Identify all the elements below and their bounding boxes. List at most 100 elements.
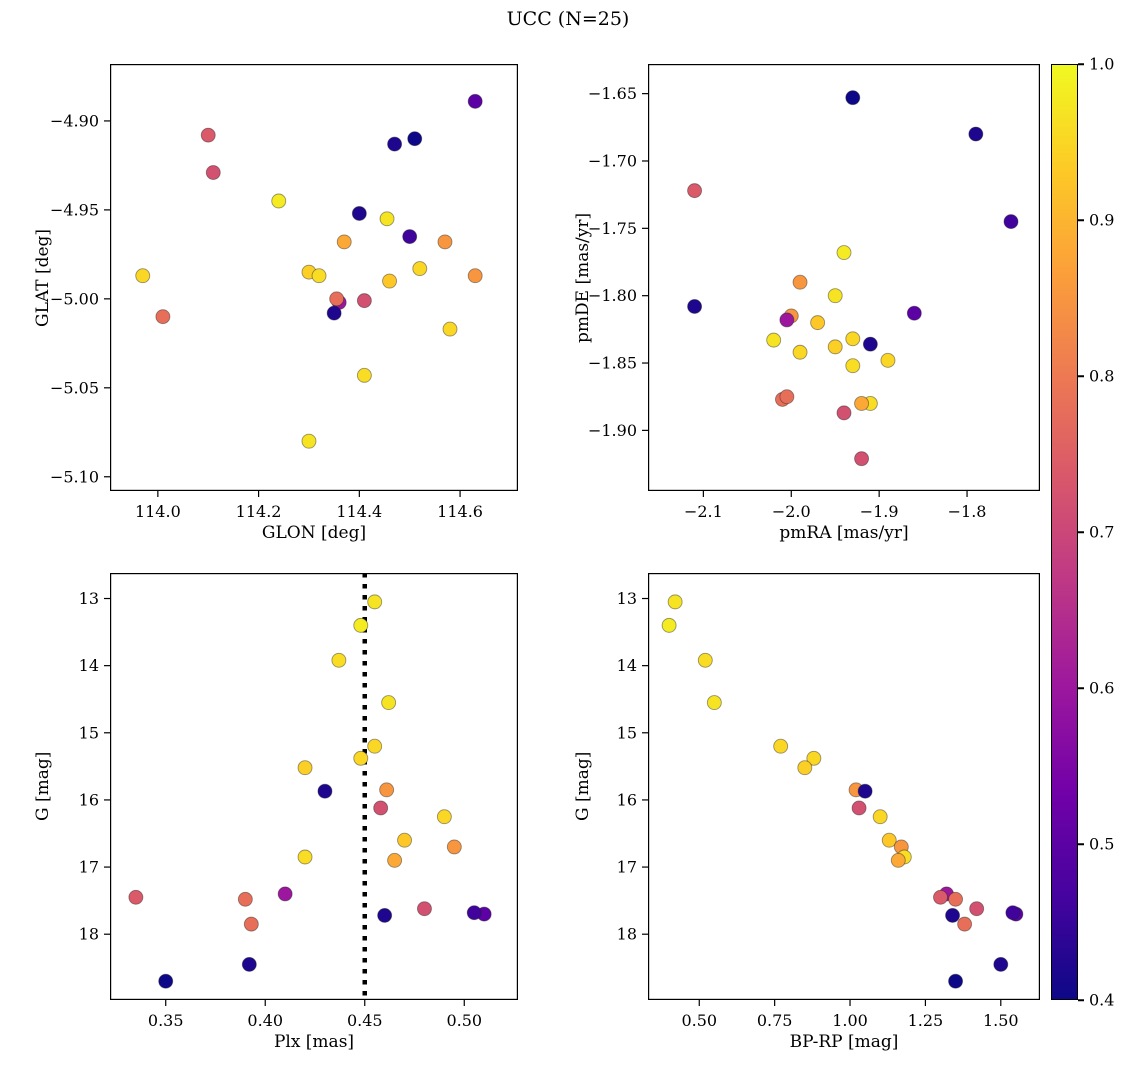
star-point — [402, 229, 418, 245]
star-point — [387, 136, 403, 152]
star-point — [381, 695, 397, 711]
star-point — [792, 274, 808, 290]
star-point — [466, 905, 482, 921]
y-tick-label: 17 — [617, 858, 637, 877]
star-point — [845, 358, 861, 374]
star-point — [331, 652, 347, 668]
y-tick-label: −1.70 — [588, 151, 637, 170]
glon-glat-plot: 114.0 114.2 114.4 114.6 −4.90 −4.95 −5.00 −5.05… — [50, 64, 518, 521]
star-point — [766, 332, 782, 348]
star-point — [968, 126, 984, 142]
figure-title: UCC (N=25) — [506, 8, 630, 30]
axes-frame — [648, 64, 1040, 491]
x-tick-label: 0.45 — [347, 1011, 383, 1030]
colorbar-tick-label: 0.9 — [1089, 210, 1115, 230]
glon-axis-label: GLON [deg] — [261, 523, 367, 543]
star-point — [1003, 214, 1019, 230]
star-point — [417, 901, 432, 917]
star-point — [243, 916, 259, 932]
y-tick-label: 13 — [79, 589, 99, 608]
x-tick-label: 114.4 — [336, 502, 382, 521]
star-point — [687, 183, 703, 199]
y-tick-label: −1.90 — [588, 421, 637, 440]
colorbar: 0.4 0.5 0.6 0.7 0.8 0.9 1.0 — [1051, 55, 1114, 1010]
y-tick-label: −1.75 — [588, 219, 637, 238]
star-point — [851, 800, 867, 816]
pmra-pmde-panel: −2.1 −2.0 −1.9 −1.8 −1.65 −1.70 −1.75 −1.80 −1.8… — [588, 64, 1040, 521]
star-point — [205, 165, 221, 180]
colorbar-tick-label: 0.4 — [1089, 990, 1115, 1010]
star-point — [317, 783, 333, 799]
colorbar-ticks: 0.4 0.5 0.6 0.7 0.8 0.9 1.0 — [1051, 55, 1114, 1010]
colorbar-tick — [1078, 219, 1084, 221]
star-point — [827, 339, 843, 355]
axes-frame — [110, 64, 518, 491]
star-point — [845, 331, 861, 347]
star-point — [810, 315, 826, 331]
x-tick-label: 0.50 — [446, 1011, 482, 1030]
star-point — [890, 852, 906, 868]
star-point — [135, 268, 151, 284]
star-point — [128, 889, 144, 905]
y-tick-label: 15 — [617, 723, 637, 742]
y-tick-label: −1.65 — [588, 84, 637, 103]
star-point — [367, 594, 383, 610]
star-point — [697, 652, 713, 668]
star-point — [200, 127, 216, 143]
star-point — [412, 261, 428, 277]
pmde-axis-label: pmDE [mas/yr] — [573, 212, 593, 343]
star-point — [1005, 905, 1021, 921]
y-tick-label: −5.05 — [50, 378, 99, 397]
star-point — [948, 973, 964, 989]
star-point — [356, 367, 372, 383]
star-point — [377, 907, 393, 923]
star-point — [387, 852, 403, 868]
star-point — [271, 193, 287, 209]
x-tick-label: −1.9 — [860, 502, 899, 521]
star-point — [356, 293, 372, 309]
star-point — [446, 839, 462, 855]
star-point — [297, 849, 313, 865]
star-point — [945, 907, 961, 923]
star-point — [241, 956, 257, 972]
axes-frame — [110, 573, 518, 1000]
star-point — [862, 336, 878, 352]
y-tick-label: −4.95 — [50, 200, 99, 219]
x-tick-label: 0.40 — [247, 1011, 283, 1030]
y-tick-label: −5.10 — [50, 467, 99, 486]
y-tick-label: 13 — [617, 589, 637, 608]
star-point — [854, 395, 870, 411]
star-point — [969, 901, 985, 917]
x-tick-label: 0.35 — [148, 1011, 184, 1030]
x-tick-label: 0.50 — [681, 1011, 717, 1030]
star-point — [857, 783, 873, 799]
star-point — [442, 321, 458, 337]
x-tick-label: −2.1 — [684, 502, 723, 521]
star-point — [706, 695, 722, 711]
star-point — [836, 245, 852, 261]
x-tick-label: −1.8 — [948, 502, 987, 521]
x-tick-label: −2.0 — [772, 502, 811, 521]
glon-glat-panel: 114.0 114.2 114.4 114.6 −4.90 −4.95 −5.00 −5.05… — [50, 64, 518, 521]
star-point — [845, 90, 861, 106]
star-point — [667, 594, 683, 610]
y-tick-label: −1.85 — [588, 354, 637, 373]
colorbar-tick — [1078, 375, 1084, 377]
star-point — [773, 738, 789, 754]
star-point — [155, 309, 171, 325]
colorbar-gradient — [1051, 64, 1078, 1000]
x-tick-label: 114.6 — [437, 502, 483, 521]
star-point — [407, 131, 423, 147]
star-point — [933, 889, 948, 905]
star-point — [827, 288, 843, 304]
star-point — [277, 886, 293, 902]
y-tick-label: 15 — [79, 723, 99, 742]
bprp-axis-label: BP-RP [mag] — [789, 1032, 899, 1052]
star-point — [353, 750, 369, 766]
star-point — [436, 809, 452, 825]
x-tick-label: 1.50 — [983, 1011, 1019, 1030]
colorbar-tick — [1078, 999, 1084, 1001]
y-tick-label: 17 — [79, 858, 99, 877]
colorbar-tick — [1078, 687, 1084, 689]
star-point — [806, 750, 822, 766]
